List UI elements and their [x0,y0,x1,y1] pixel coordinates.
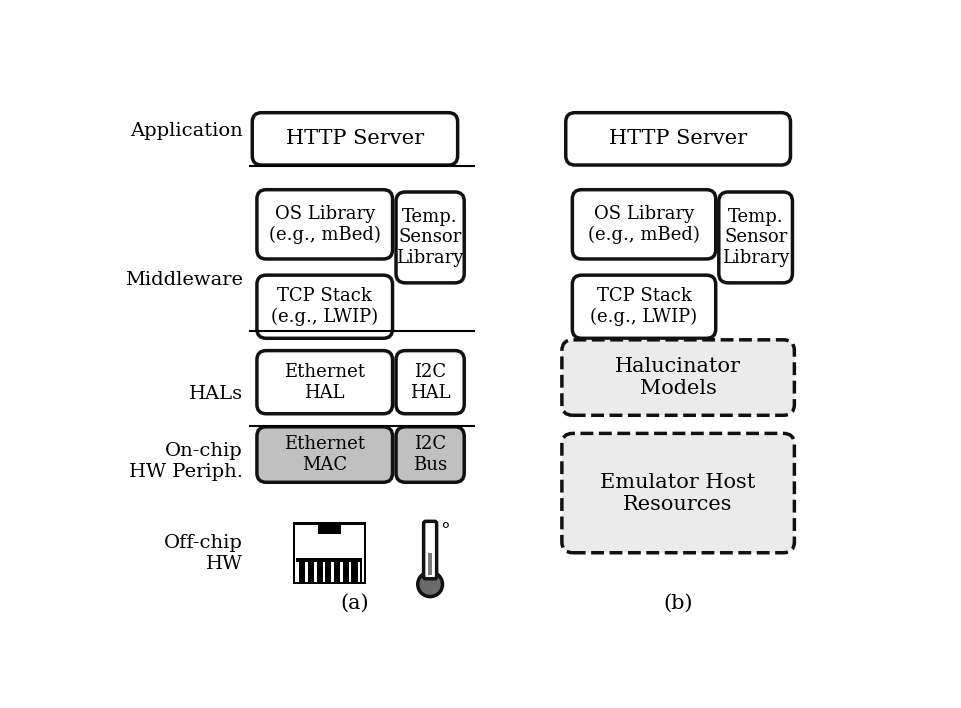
FancyBboxPatch shape [573,275,716,338]
FancyBboxPatch shape [566,113,791,165]
FancyBboxPatch shape [396,427,464,482]
Text: OS Library
(e.g., mBed): OS Library (e.g., mBed) [269,205,381,244]
Text: OS Library
(e.g., mBed): OS Library (e.g., mBed) [588,205,700,244]
Bar [296,562,299,581]
Text: On-chip
HW Periph.: On-chip HW Periph. [129,442,242,481]
FancyBboxPatch shape [424,521,436,578]
Bar [340,562,343,581]
Text: (a): (a) [340,594,369,613]
Text: TCP Stack
(e.g., LWIP): TCP Stack (e.g., LWIP) [590,287,698,326]
Bar [306,562,308,581]
Bar [295,525,364,581]
FancyBboxPatch shape [253,113,457,165]
FancyBboxPatch shape [396,350,464,413]
Bar [314,562,316,581]
Text: (b): (b) [663,594,693,613]
Text: HTTP Server: HTTP Server [609,130,748,149]
FancyBboxPatch shape [257,275,392,338]
Text: Ethernet
MAC: Ethernet MAC [284,435,365,474]
Text: Application: Application [130,122,242,140]
Text: Temp.
Sensor
Library: Temp. Sensor Library [397,207,464,267]
Bar [323,562,325,581]
FancyBboxPatch shape [573,190,716,259]
Circle shape [418,572,442,597]
Text: TCP Stack
(e.g., LWIP): TCP Stack (e.g., LWIP) [271,287,379,326]
Bar [332,562,334,581]
Text: Off-chip
HW: Off-chip HW [163,534,242,573]
FancyBboxPatch shape [719,192,793,283]
Text: Halucinator
Models: Halucinator Models [615,357,741,398]
FancyBboxPatch shape [257,190,392,259]
Bar [292,523,366,584]
Text: Ethernet
HAL: Ethernet HAL [284,362,365,401]
FancyBboxPatch shape [562,433,795,553]
Bar [357,562,360,581]
Bar [429,552,432,575]
Text: I2C
HAL: I2C HAL [410,362,451,401]
FancyBboxPatch shape [257,350,392,413]
FancyBboxPatch shape [562,340,795,416]
Text: °: ° [440,523,450,540]
FancyBboxPatch shape [257,427,392,482]
Text: Middleware: Middleware [125,270,242,289]
FancyBboxPatch shape [396,192,464,283]
Text: I2C
Bus: I2C Bus [413,435,447,474]
Bar [296,558,362,581]
Bar [349,562,352,581]
Text: Emulator Host
Resources: Emulator Host Resources [601,472,755,513]
Text: Temp.
Sensor
Library: Temp. Sensor Library [722,207,789,267]
Text: HTTP Server: HTTP Server [285,130,424,149]
Bar [318,525,341,534]
Text: HALs: HALs [188,384,242,403]
